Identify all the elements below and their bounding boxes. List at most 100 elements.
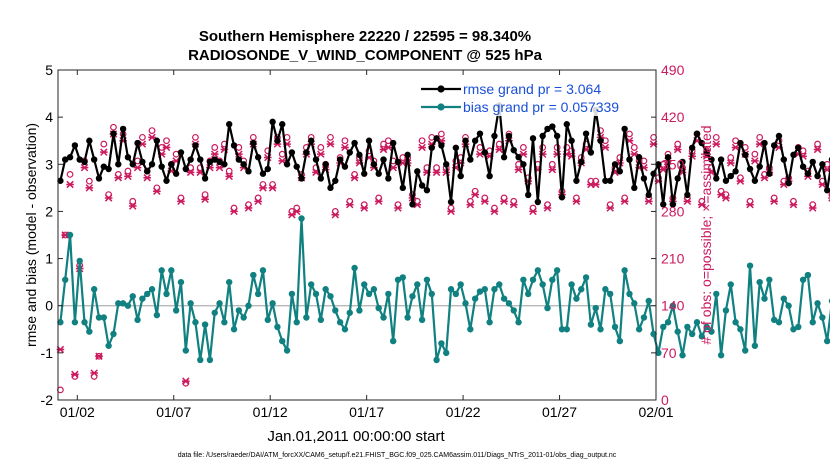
bias-point: [635, 326, 643, 333]
obs-possible-point: [124, 167, 132, 175]
x-tick-label: 02/01: [638, 404, 673, 420]
bias-point: [279, 337, 286, 345]
bias-point: [327, 293, 334, 300]
obs-possible-point: [399, 154, 407, 161]
bias-point: [409, 293, 416, 300]
obs-assimilated-point: [210, 150, 219, 158]
bias-point: [438, 340, 445, 347]
rmse-point: [433, 135, 440, 142]
obs-assimilated-point: [317, 150, 325, 158]
obs-assimilated-point: [66, 180, 74, 189]
rmse-point: [553, 132, 561, 140]
bias-point: [288, 290, 296, 298]
bias-point: [486, 319, 493, 326]
bias-point: [713, 290, 720, 298]
obs-assimilated-point: [80, 163, 89, 172]
rmse-point: [698, 139, 706, 147]
obs-assimilated-point: [620, 197, 629, 206]
bias-point: [770, 316, 778, 324]
rmse-point: [332, 177, 339, 184]
rmse-point: [809, 158, 816, 166]
obs-possible-point: [341, 137, 349, 145]
bias-point: [124, 302, 132, 309]
rmse-point: [105, 165, 112, 173]
obs-assimilated-point: [254, 197, 262, 206]
rmse-point: [177, 149, 185, 156]
rmse-point: [375, 170, 382, 177]
bias-point: [621, 267, 628, 274]
bias-point: [775, 319, 783, 326]
rmse-point: [404, 151, 411, 159]
obs-assimilated-point: [514, 165, 523, 174]
bias-point: [76, 257, 83, 265]
rmse-point: [742, 151, 749, 159]
obs-assimilated-point: [591, 180, 600, 189]
bias-point: [616, 337, 624, 345]
bias-point: [824, 337, 830, 345]
bias-point: [139, 295, 146, 302]
obs-possible-point: [563, 144, 571, 151]
rmse-point: [443, 161, 450, 168]
rmse-point: [322, 161, 329, 168]
bias-point: [780, 295, 787, 302]
bias-point: [293, 319, 300, 326]
bias-point: [573, 295, 580, 302]
obs-assimilated-point: [731, 143, 740, 152]
rmse-point: [380, 156, 387, 163]
obs-possible-point: [163, 137, 170, 145]
chart-title-line1: Southern Hemisphere 22220 / 22595 = 98.3…: [199, 28, 531, 45]
rmse-point: [785, 179, 792, 187]
bias-point: [216, 300, 223, 307]
rmse-point: [790, 151, 797, 159]
bias-point: [703, 323, 710, 331]
y-left-tick-label: 3: [45, 156, 53, 172]
rmse-series: [57, 102, 830, 208]
obs-assimilated-point: [326, 140, 335, 148]
rmse-point: [549, 123, 556, 130]
bias-point: [158, 267, 165, 274]
rmse-point: [221, 161, 228, 168]
obs-assimilated-point: [789, 200, 798, 209]
bias-point: [457, 281, 464, 288]
bias-point: [722, 307, 730, 314]
bias-point: [90, 286, 98, 293]
obs-assimilated-point: [751, 157, 759, 165]
bias-point: [66, 231, 74, 239]
rmse-point: [737, 139, 744, 147]
plot-area: [58, 70, 656, 400]
rmse-point: [293, 163, 300, 170]
x-tick-label: 01/27: [542, 404, 577, 420]
bias-point: [81, 319, 88, 326]
obs-possible-point: [727, 154, 735, 161]
bias-point: [679, 352, 686, 359]
obs-assimilated-point: [181, 377, 190, 385]
rmse-point: [394, 158, 402, 166]
rmse-point: [279, 121, 286, 128]
obs-possible-point: [712, 133, 720, 141]
bias-point: [226, 278, 233, 286]
rmse-point: [312, 156, 320, 163]
obs-possible-point: [814, 140, 821, 148]
obs-possible-point: [110, 123, 117, 131]
obs-assimilated-series: [56, 130, 830, 385]
rmse-point: [746, 165, 754, 173]
rmse-point: [814, 172, 821, 180]
bias-point: [264, 316, 271, 324]
y-right-tick-label: 0: [661, 392, 669, 408]
bias-point: [481, 286, 488, 293]
obs-assimilated-point: [341, 143, 349, 152]
rmse-point: [201, 175, 209, 182]
x-tick-label: 01/02: [60, 404, 95, 420]
obs-possible-point: [626, 130, 633, 138]
rmse-point: [693, 130, 701, 137]
obs-possible-point: [85, 177, 93, 185]
rmse-point: [510, 146, 517, 154]
bias-point: [660, 323, 667, 331]
bias-point: [525, 290, 532, 298]
rmse-point: [66, 154, 74, 161]
bias-point: [163, 290, 170, 298]
rmse-point: [520, 161, 527, 168]
rmse-point: [602, 177, 609, 184]
bias-point: [471, 295, 479, 302]
rmse-point: [500, 154, 508, 161]
